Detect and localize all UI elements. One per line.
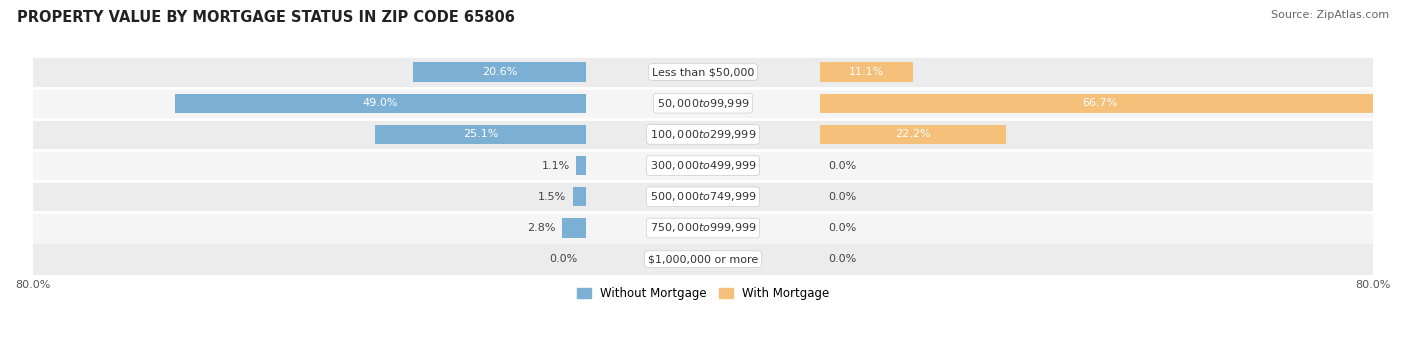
Text: $500,000 to $749,999: $500,000 to $749,999: [650, 190, 756, 203]
Bar: [32, 243, 1374, 275]
Text: 2.8%: 2.8%: [527, 223, 555, 233]
Bar: [32, 212, 1374, 243]
Bar: [32, 119, 1374, 150]
Text: 11.1%: 11.1%: [849, 67, 884, 77]
Text: 1.1%: 1.1%: [541, 160, 569, 171]
Bar: [562, 218, 586, 238]
Text: Less than $50,000: Less than $50,000: [652, 67, 754, 77]
Text: $100,000 to $299,999: $100,000 to $299,999: [650, 128, 756, 141]
Bar: [32, 56, 1374, 88]
Text: 22.2%: 22.2%: [896, 130, 931, 139]
Text: $750,000 to $999,999: $750,000 to $999,999: [650, 221, 756, 235]
Text: 66.7%: 66.7%: [1083, 98, 1118, 108]
Text: 0.0%: 0.0%: [550, 254, 578, 264]
Bar: [176, 94, 586, 113]
Bar: [820, 94, 1379, 113]
Bar: [576, 156, 586, 175]
Text: Source: ZipAtlas.com: Source: ZipAtlas.com: [1271, 10, 1389, 20]
Text: 20.6%: 20.6%: [482, 67, 517, 77]
Text: 25.1%: 25.1%: [463, 130, 498, 139]
Text: $1,000,000 or more: $1,000,000 or more: [648, 254, 758, 264]
Bar: [413, 62, 586, 82]
Legend: Without Mortgage, With Mortgage: Without Mortgage, With Mortgage: [572, 282, 834, 305]
Bar: [32, 88, 1374, 119]
Text: 0.0%: 0.0%: [828, 254, 856, 264]
Bar: [32, 150, 1374, 181]
Bar: [32, 181, 1374, 212]
Text: PROPERTY VALUE BY MORTGAGE STATUS IN ZIP CODE 65806: PROPERTY VALUE BY MORTGAGE STATUS IN ZIP…: [17, 10, 515, 25]
Text: 0.0%: 0.0%: [828, 192, 856, 202]
Bar: [820, 62, 914, 82]
Text: $300,000 to $499,999: $300,000 to $499,999: [650, 159, 756, 172]
Text: 49.0%: 49.0%: [363, 98, 398, 108]
Bar: [375, 125, 586, 144]
Text: 1.5%: 1.5%: [538, 192, 567, 202]
Text: 0.0%: 0.0%: [828, 160, 856, 171]
Bar: [820, 125, 1007, 144]
Text: 0.0%: 0.0%: [828, 223, 856, 233]
Bar: [574, 187, 586, 206]
Text: $50,000 to $99,999: $50,000 to $99,999: [657, 97, 749, 110]
